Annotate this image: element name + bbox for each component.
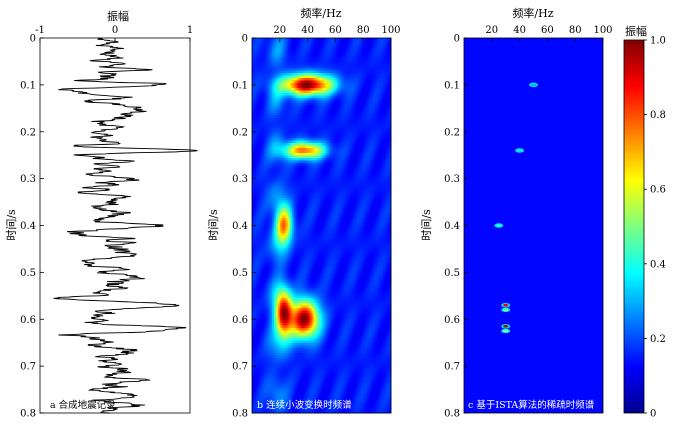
panel-c-frame: [463, 37, 604, 414]
y-tick-label: 0.3: [20, 174, 36, 185]
y-tick-label: 0: [454, 34, 460, 45]
x-tick-label: 80: [357, 25, 370, 36]
panel-c-ylabel: 时间/s: [420, 209, 433, 241]
seismic-trace: [53, 37, 198, 414]
panel-b-ylabel: 时间/s: [207, 209, 220, 241]
y-tick-label: 0.4: [444, 221, 460, 232]
sparse-spectrum: [464, 38, 603, 413]
x-tick-label: 100: [593, 25, 612, 36]
panel-a-frame: [39, 37, 191, 414]
x-tick-label: 60: [329, 25, 342, 36]
panel-b-frame: [251, 37, 392, 414]
panel-b-y-ticks: 0 0.1 0.2 0.3 0.4 0.5 0.6 0.7 0.8: [232, 34, 256, 420]
y-tick-label: 0.6: [20, 315, 36, 326]
y-tick-label: 0.5: [20, 268, 36, 279]
x-tick-label: 20: [273, 25, 286, 36]
colorbar-tick-label: 0.6: [650, 185, 666, 196]
x-tick-label: 20: [485, 25, 498, 36]
x-tick-label: 40: [301, 25, 314, 36]
y-tick-label: 0.4: [20, 221, 36, 232]
x-tick-label: -1: [35, 25, 45, 36]
sparse-spike: [517, 149, 523, 152]
panel-b-x-ticks: 20 40 60 80 100: [273, 25, 401, 42]
colorbar-tick-label: 1.0: [650, 36, 666, 47]
sparse-spike: [503, 308, 509, 312]
y-tick-label: 0.8: [444, 409, 460, 420]
x-tick-label: 1: [187, 25, 193, 36]
colorbar-tick-label: 0.2: [650, 334, 666, 345]
y-tick-label: 0.4: [232, 221, 248, 232]
panel-c-y-ticks: 0 0.1 0.2 0.3 0.4 0.5 0.6 0.7 0.8: [444, 34, 468, 420]
y-tick-label: 0.5: [232, 268, 248, 279]
y-tick-label: 0.8: [232, 409, 248, 420]
y-tick-label: 0.2: [444, 127, 460, 138]
sparse-spike: [531, 83, 536, 87]
colorbar-label: 振幅: [625, 24, 647, 38]
y-tick-label: 0.1: [232, 80, 248, 91]
y-tick-label: 0.7: [444, 362, 460, 373]
cwt-spectrum: [252, 38, 392, 414]
panel-a-ylabel: 时间/s: [5, 209, 18, 241]
panel-c-x-ticks: 20 40 60 80 100: [485, 25, 613, 42]
sparse-spike: [503, 329, 509, 333]
x-tick-label: 60: [541, 25, 554, 36]
y-tick-label: 0.6: [232, 315, 248, 326]
y-tick-label: 0.2: [232, 127, 248, 138]
panel-a: 振幅 -1 0 1 00.10.20.30.40.50.60.70.8 时间/s a…: [5, 9, 198, 420]
y-tick-label: 0.3: [444, 174, 460, 185]
colorbar: 振幅 0 0.2 0.4 0.6 0.8 1.0: [623, 24, 666, 420]
panel-b: 频率/Hz 20 40 60 80 100 0 0.1 0.2 0.3 0.4 0.5 0.6 0.7…: [207, 6, 401, 420]
colorbar-gradient: [623, 39, 645, 414]
colorbar-tick-label: 0.8: [650, 110, 666, 121]
panel-b-label: b 连续小波变换时频谱: [257, 399, 352, 411]
sparse-spike: [496, 224, 502, 227]
y-tick-label: 0.6: [444, 315, 460, 326]
panel-b-xlabel: 频率/Hz: [300, 6, 341, 20]
y-tick-label: 0.1: [444, 80, 460, 91]
y-tick-label: 0: [30, 34, 36, 45]
y-tick-label: 0.5: [444, 268, 460, 279]
sparse-spike: [503, 303, 509, 307]
y-tick-label: 0.2: [20, 127, 36, 138]
y-tick-label: 0.3: [232, 174, 248, 185]
panel-a-y-ticks: 0 0.1 0.2 0.3 0.4 0.5 0.6 0.7 0.8: [20, 34, 44, 420]
y-tick-label: 0.1: [20, 80, 36, 91]
colorbar-tick-label: 0: [650, 409, 656, 420]
sparse-background: [464, 38, 603, 413]
colorbar-ticks: 0 0.2 0.4 0.6 0.8 1.0: [644, 36, 666, 420]
x-tick-label: 100: [381, 25, 400, 36]
y-tick-label: 0: [242, 34, 248, 45]
panel-a-x-ticks: -1 0 1: [35, 25, 193, 42]
x-tick-label: 0: [112, 25, 118, 36]
panel-c-xlabel: 频率/Hz: [512, 6, 553, 20]
y-tick-label: 0.8: [20, 409, 36, 420]
panel-a-label: a 合成地震记录: [50, 399, 116, 411]
panel-a-xlabel: 振幅: [107, 9, 129, 23]
colorbar-tick-label: 0.4: [650, 259, 666, 270]
x-tick-label: 40: [513, 25, 526, 36]
y-tick-label: 0.7: [232, 362, 248, 373]
y-tick-label: 0.7: [20, 362, 36, 373]
panel-c: 频率/Hz 20 40 60 80 100 0 0.1 0.2 0.3 0.4 0.5 0.6 0.7…: [420, 6, 613, 420]
panel-c-label: c 基于ISTA算法的稀疏时频谱: [468, 399, 595, 411]
sparse-spike: [503, 324, 509, 328]
x-tick-label: 80: [569, 25, 582, 36]
